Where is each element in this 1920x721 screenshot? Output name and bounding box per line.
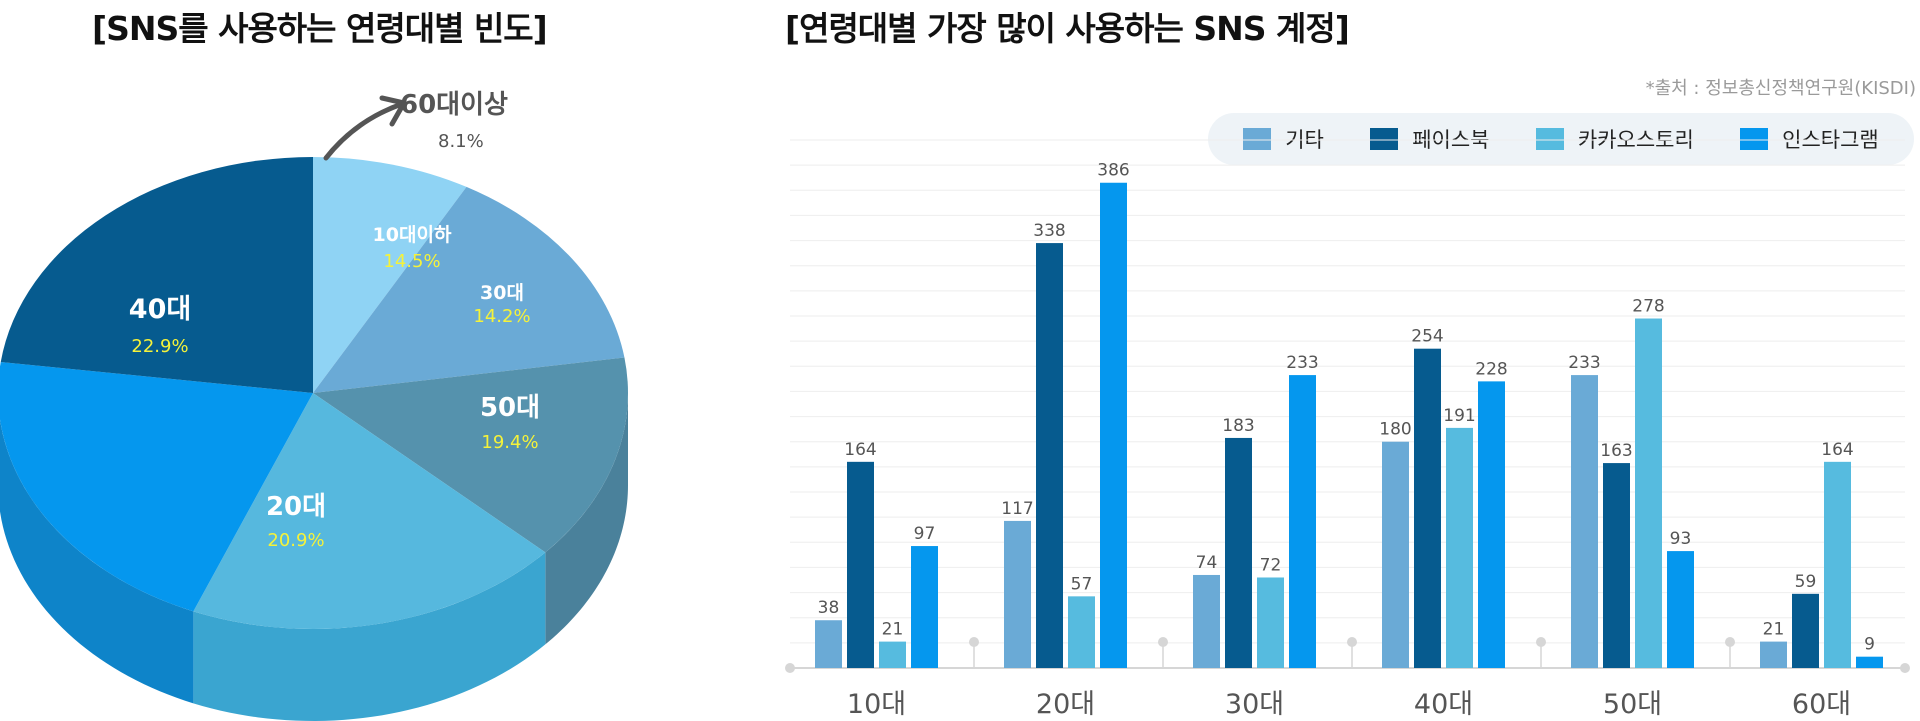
bar-value-label: 233 <box>1568 353 1600 373</box>
category-label: 60대 <box>1792 689 1851 720</box>
pie-label-pct-2: 14.2% <box>473 306 530 327</box>
bar-value-label: 180 <box>1379 420 1411 440</box>
source-note: *출처 : 정보총신정책연구원(KISDI) <box>1645 78 1916 99</box>
bar-value-label: 97 <box>914 524 936 544</box>
bar-value-label: 386 <box>1097 161 1129 181</box>
pie-label-name-2: 30대 <box>480 282 524 304</box>
legend-swatch-other <box>1243 128 1272 150</box>
separator-dot <box>1536 637 1546 647</box>
bar-1-3 <box>1100 182 1127 668</box>
pie-label-name-5: 40대 <box>129 294 191 325</box>
pie-slice-2 <box>313 357 629 553</box>
pie-label-pct-5: 22.9% <box>131 336 188 357</box>
bar-3-1 <box>1414 348 1441 668</box>
bar-3-0 <box>1382 441 1409 668</box>
bar-value-label: 59 <box>1795 572 1817 592</box>
bar-chart: 38 164 21 97 10대 117 338 57 386 20대 74 183 72 233 30대 1… <box>785 139 1910 720</box>
bar-value-label: 191 <box>1443 406 1475 426</box>
separator-dot <box>1347 637 1357 647</box>
bar-value-label: 164 <box>844 440 876 460</box>
category-label: 20대 <box>1036 689 1095 720</box>
bar-4-1 <box>1603 463 1630 668</box>
separator-dot <box>969 637 979 647</box>
legend: 기타 페이스북 카카오스토리 인스타그램 <box>1208 113 1914 165</box>
bar-value-label: 183 <box>1222 416 1254 436</box>
bar-0-2 <box>879 641 906 668</box>
category-label: 50대 <box>1603 689 1662 720</box>
bar-1-1 <box>1036 243 1063 669</box>
bar-value-label: 9 <box>1864 635 1875 655</box>
pie-label-pct-3: 19.4% <box>481 432 538 453</box>
bar-value-label: 278 <box>1632 297 1664 317</box>
bar-4-3 <box>1667 551 1694 668</box>
legend-swatch-facebook <box>1370 128 1399 150</box>
bar-2-3 <box>1289 375 1316 668</box>
bar-5-2 <box>1824 461 1851 668</box>
bar-value-label: 74 <box>1196 553 1218 573</box>
bar-4-2 <box>1635 318 1662 668</box>
pie-label-name-0: 60대이상 <box>400 90 508 120</box>
pie-slice-0 <box>313 157 467 393</box>
pie-label-pct-1: 14.5% <box>383 251 440 272</box>
category-label: 30대 <box>1225 689 1284 720</box>
bar-0-0 <box>815 620 842 668</box>
bar-5-0 <box>1760 641 1787 668</box>
bar-value-label: 228 <box>1475 359 1507 379</box>
separator-dot <box>1725 637 1735 647</box>
bar-5-3 <box>1856 656 1883 668</box>
category-label: 10대 <box>847 689 906 720</box>
bar-value-label: 21 <box>1763 620 1785 640</box>
pie-slice-5 <box>0 157 313 393</box>
pie-slice-4 <box>0 361 313 612</box>
bar-2-2 <box>1257 577 1284 668</box>
bar-2-0 <box>1193 574 1220 668</box>
pie-slice-3 <box>193 393 546 629</box>
bar-2-1 <box>1225 437 1252 668</box>
pie-side-3 <box>193 552 546 721</box>
legend-swatch-instagram <box>1740 128 1769 150</box>
bar-5-1 <box>1792 593 1819 668</box>
bar-4-0 <box>1571 375 1598 668</box>
bar-0-1 <box>847 461 874 668</box>
bar-value-label: 57 <box>1071 574 1093 594</box>
bar-value-label: 72 <box>1260 555 1282 575</box>
pie-label-name-3: 50대 <box>480 393 540 423</box>
pie-side-4 <box>0 419 194 704</box>
pie-label-pct-0: 8.1% <box>438 131 484 152</box>
bar-value-label: 338 <box>1033 221 1065 241</box>
pie-label-name-4: 20대 <box>266 492 326 522</box>
pie-side-2 <box>545 393 628 645</box>
arrow-head-icon <box>379 95 407 127</box>
pie-chart-title: [SNS를 사용하는 연령대별 빈도] <box>92 9 548 48</box>
pie-label-name-1: 10대이하 <box>373 224 452 246</box>
bar-1-0 <box>1004 520 1031 668</box>
bar-value-label: 21 <box>882 620 904 640</box>
arrow-icon <box>323 101 405 161</box>
separator-dot <box>1158 637 1168 647</box>
axis-dot <box>785 663 795 673</box>
bar-1-2 <box>1068 596 1095 668</box>
category-label: 40대 <box>1414 689 1473 720</box>
bar-chart-title: [연령대별 가장 많이 사용하는 SNS 계정] <box>785 9 1350 48</box>
pie-label-pct-4: 20.9% <box>267 530 324 551</box>
bar-value-label: 93 <box>1670 529 1692 549</box>
pie-arrow-annotation <box>323 95 407 161</box>
pie-slice-1 <box>313 186 625 393</box>
bar-0-3 <box>911 546 938 668</box>
bar-value-label: 254 <box>1411 327 1443 347</box>
bar-3-3 <box>1478 381 1505 668</box>
legend-swatch-kakaostory <box>1535 128 1564 150</box>
bar-value-label: 163 <box>1600 441 1632 461</box>
bar-value-label: 164 <box>1821 440 1853 460</box>
bar-3-2 <box>1446 427 1473 668</box>
axis-dot <box>1900 663 1910 673</box>
bar-value-label: 117 <box>1001 499 1033 519</box>
bar-value-label: 233 <box>1286 353 1318 373</box>
bar-value-label: 38 <box>818 598 840 618</box>
